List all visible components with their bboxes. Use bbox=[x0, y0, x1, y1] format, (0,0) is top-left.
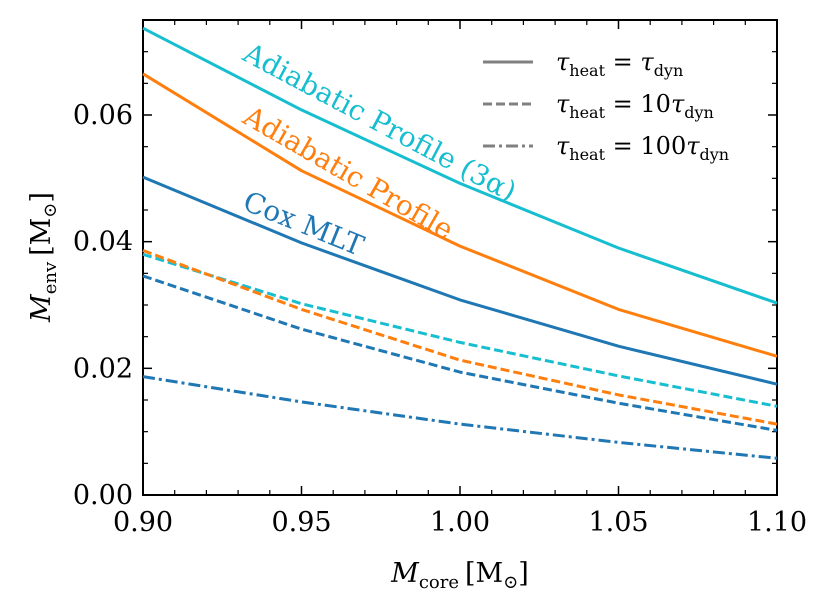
y-tick-label: 0.06 bbox=[73, 100, 133, 131]
series-line-cox-solid bbox=[142, 175, 778, 386]
y-axis-label: Menv [M⊙] bbox=[26, 192, 61, 323]
ticks bbox=[142, 20, 778, 496]
x-tick-label: 0.95 bbox=[271, 507, 331, 538]
series-line-cox-dashdot bbox=[142, 375, 778, 460]
x-axis-label: Mcore [M⊙] bbox=[390, 558, 529, 593]
y-axis-label-symbol: M bbox=[26, 293, 57, 323]
series bbox=[142, 26, 778, 460]
x-tick-label: 1.00 bbox=[430, 507, 490, 538]
legend: τheat = τdyn τheat = 10τdyn τheat = 100τdy… bbox=[483, 48, 729, 164]
y-tick-label: 0.02 bbox=[73, 353, 133, 384]
series-line-cox-dashed bbox=[142, 274, 778, 432]
series-line-adiabatic3a-dashed bbox=[142, 252, 778, 408]
y-axis-label-close: ] bbox=[26, 192, 57, 203]
series-line-adiabatic-dashed bbox=[142, 249, 778, 426]
series-line-adiabatic-solid bbox=[142, 72, 778, 358]
series-line-adiabatic3a-solid bbox=[142, 26, 778, 305]
annotations: Adiabatic Profile (3α)Adiabatic ProfileC… bbox=[237, 36, 522, 263]
y-axis-label-sub: env bbox=[40, 261, 61, 294]
x-tick-label: 1.05 bbox=[588, 507, 648, 538]
x-axis-label-close: ] bbox=[518, 558, 529, 589]
y-tick-label: 0.04 bbox=[73, 227, 133, 258]
y-tick-label: 0.00 bbox=[73, 480, 133, 511]
legend-label-dashed: τheat = 10τdyn bbox=[556, 90, 714, 122]
x-axis-label-unit: [M bbox=[465, 558, 503, 589]
legend-label-dashdot: τheat = 100τdyn bbox=[556, 132, 729, 164]
y-axis-label-unit: [M bbox=[26, 218, 57, 256]
x-axis-label-symbol: M bbox=[390, 558, 420, 589]
tick-labels: 0.90 0.95 1.00 1.05 1.10 0.00 0.02 0.04 0.06 bbox=[73, 100, 807, 538]
x-tick-label: 0.90 bbox=[113, 507, 173, 538]
x-tick-label: 1.10 bbox=[747, 507, 807, 538]
x-axis-label-unit-sub: ⊙ bbox=[503, 572, 518, 593]
x-axis-label-sub: core bbox=[419, 572, 459, 593]
y-axis-label-unit-sub: ⊙ bbox=[40, 203, 61, 218]
legend-label-solid: τheat = τdyn bbox=[556, 48, 683, 80]
